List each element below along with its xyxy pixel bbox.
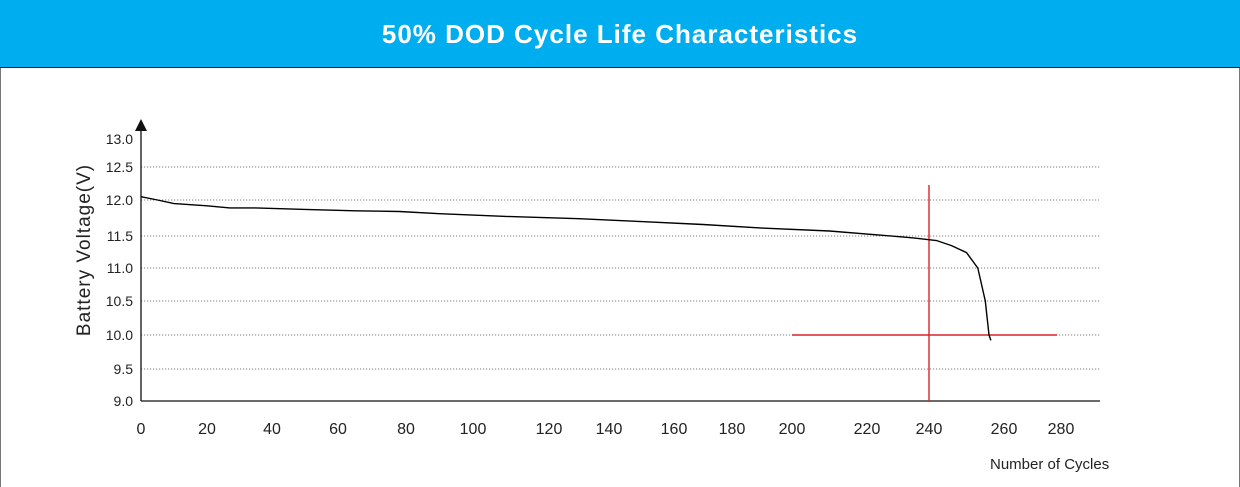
x-tick-label: 200 [779, 421, 806, 438]
y-tick-label: 13.0 [106, 131, 133, 147]
y-tick-label: 10.0 [106, 327, 133, 343]
frame-left-border [0, 68, 1, 487]
x-tick-label: 160 [661, 421, 688, 438]
y-tick-label: 11.0 [107, 260, 133, 276]
grid-layer [141, 166, 1100, 370]
y-tick-label: 12.5 [106, 159, 133, 175]
x-tick-label: 260 [991, 421, 1018, 438]
x-tick-label: 40 [263, 421, 281, 438]
page-title: 50% DOD Cycle Life Characteristics [381, 19, 859, 49]
y-tick-label: 9.0 [114, 393, 134, 409]
x-tick-labels: 0 20 40 60 80 100 120 140 160 180 200 220 240 260 280 [137, 421, 1075, 438]
x-tick-label: 60 [329, 421, 347, 438]
y-tick-label: 11.5 [107, 228, 133, 244]
marker-lines [792, 185, 1057, 401]
y-tick-label: 10.5 [106, 293, 133, 309]
x-tick-label: 220 [854, 421, 881, 438]
x-axis-label: Number of Cycles [990, 456, 1109, 473]
x-tick-label: 120 [536, 421, 563, 438]
axes-layer [135, 119, 1100, 402]
x-tick-label: 80 [397, 421, 415, 438]
header-bar: 50% DOD Cycle Life Characteristics [0, 0, 1240, 68]
x-tick-label: 280 [1048, 421, 1075, 438]
y-tick-labels: 13.0 12.5 12.0 11.5 11.0 10.5 10.0 9.5 9.0 [106, 131, 133, 409]
x-tick-label: 20 [198, 421, 216, 438]
y-axis-arrow-icon [135, 119, 147, 131]
x-tick-label: 180 [719, 421, 746, 438]
x-tick-label: 140 [596, 421, 623, 438]
x-tick-label: 240 [916, 421, 943, 438]
x-tick-label: 0 [137, 421, 146, 438]
y-tick-label: 9.5 [114, 361, 134, 377]
x-tick-label: 100 [460, 421, 487, 438]
y-axis-label: Battery Voltage(V) [74, 164, 95, 336]
series-line [140, 196, 992, 341]
y-tick-label: 12.0 [106, 192, 133, 208]
